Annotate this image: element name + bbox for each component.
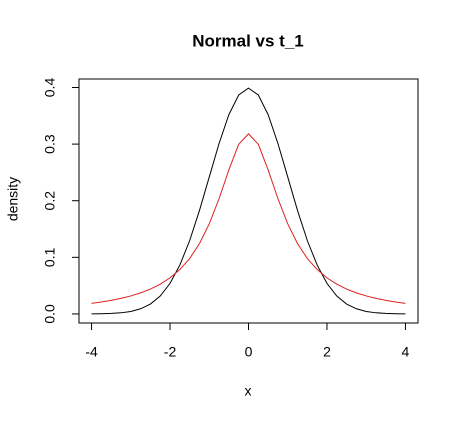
x-tick-label: -4 xyxy=(85,344,98,360)
y-tick-label: 0.2 xyxy=(42,191,58,211)
y-tick-label: 0.4 xyxy=(42,78,58,98)
plot-frame xyxy=(78,78,419,324)
line-series xyxy=(91,133,406,304)
y-axis-label: density xyxy=(5,177,21,221)
chart-title: Normal vs t_1 xyxy=(192,31,304,50)
line-series xyxy=(91,87,406,315)
x-axis-label: x xyxy=(245,383,252,399)
y-tick-label: 0.1 xyxy=(42,247,58,267)
x-tick-label: 0 xyxy=(245,344,253,360)
y-tick-label: 0.0 xyxy=(42,304,58,324)
x-tick-label: 4 xyxy=(402,344,410,360)
x-tick-label: -2 xyxy=(164,344,177,360)
x-tick-label: 2 xyxy=(323,344,331,360)
y-tick-label: 0.3 xyxy=(42,134,58,154)
